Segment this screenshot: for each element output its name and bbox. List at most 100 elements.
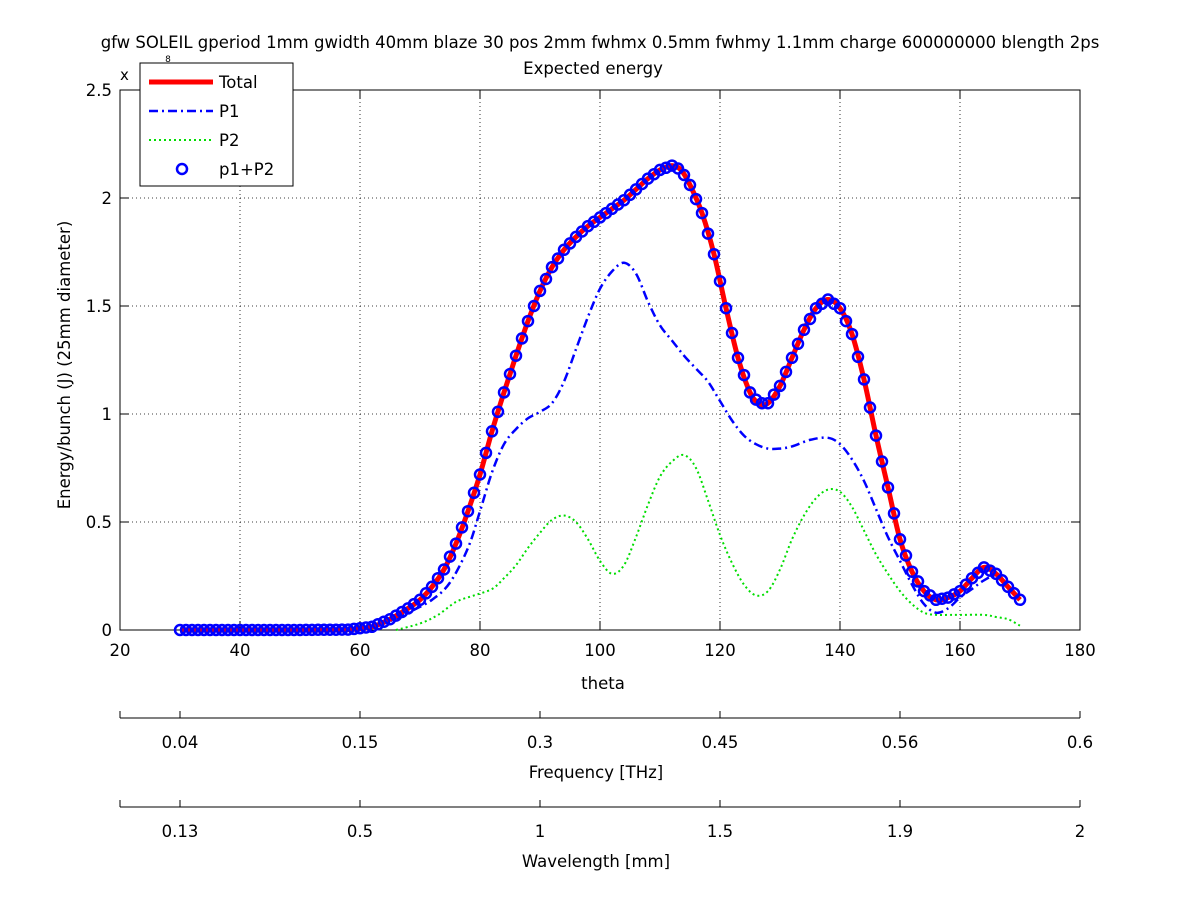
legend-p1-label: P1	[219, 102, 239, 121]
p1p2-marker	[365, 620, 379, 634]
p1p2-marker	[767, 388, 781, 401]
p1p2-marker	[533, 284, 547, 298]
x-tick-label: 80	[470, 641, 491, 660]
x-axis-label: theta	[581, 674, 625, 693]
p1p2-marker	[881, 481, 895, 494]
frequency-tick-label: 0.3	[527, 733, 553, 752]
p1p2-marker	[281, 623, 295, 637]
p1p2-marker	[431, 571, 445, 585]
p1p2-marker	[515, 332, 529, 345]
p1p2-marker	[935, 592, 949, 605]
x-tick-label: 120	[704, 641, 736, 660]
p1p2-marker	[443, 550, 457, 563]
x-tick-label: 60	[350, 641, 371, 660]
legend-p2-label: P2	[219, 131, 239, 150]
p1p2-marker	[845, 327, 859, 341]
p1p2-marker	[677, 168, 691, 182]
p1p2-marker	[983, 564, 997, 577]
chart-title: gfw SOLEIL gperiod 1mm gwidth 40mm blaze…	[101, 33, 1100, 52]
p1p2-marker	[521, 314, 535, 328]
frequency-tick-label: 0.56	[882, 733, 919, 752]
p1p2-marker	[191, 623, 205, 637]
p1p2-marker	[203, 623, 217, 637]
frequency-axis-label: Frequency [THz]	[529, 763, 664, 782]
p1p2-marker	[851, 350, 865, 364]
p1p2-marker	[449, 537, 463, 550]
p1p2-marker	[1013, 593, 1027, 607]
x-tick-label: 180	[1064, 641, 1096, 660]
p1p2-marker	[911, 575, 925, 588]
y-tick-label: 0.5	[86, 513, 112, 532]
wavelength-tick-label: 1	[535, 822, 546, 841]
p1p2-marker	[239, 623, 253, 637]
x-tick-label: 100	[584, 641, 616, 660]
p1p2-marker	[293, 623, 307, 637]
x-tick-label: 160	[944, 641, 976, 660]
p1p2-marker	[275, 623, 289, 637]
y-multiplier-label: x	[120, 66, 129, 84]
p1p2-marker	[185, 623, 199, 637]
p1p2-marker	[359, 621, 373, 634]
p1p2-marker	[497, 386, 511, 399]
y-tick-label: 2	[102, 189, 113, 208]
p1p2-marker	[839, 314, 853, 328]
wavelength-axis-label: Wavelength [mm]	[522, 852, 670, 871]
p1p2-marker	[329, 623, 343, 636]
x-tick-label: 140	[824, 641, 856, 660]
p1p2-marker	[311, 623, 325, 637]
p1p2-marker	[689, 192, 703, 206]
p1p2-marker	[437, 563, 451, 576]
p1p2-marker	[173, 623, 187, 637]
p1p2-marker	[305, 623, 319, 637]
p1p2-marker	[263, 623, 277, 637]
legend-p1p2-label: p1+P2	[219, 160, 274, 179]
p1p2-marker	[857, 373, 871, 386]
wavelength-tick-label: 1.9	[887, 822, 913, 841]
p1p2-marker	[725, 326, 739, 340]
p1p2-marker	[287, 623, 301, 637]
p1p2-marker	[197, 623, 211, 637]
p1p2-marker	[755, 396, 769, 410]
legend: Total P1 P2 p1+P2	[139, 62, 294, 187]
p1p2-marker	[863, 401, 877, 414]
p1p2-marker	[251, 623, 265, 637]
frequency-tick-label: 0.15	[342, 733, 379, 752]
p1p2-marker	[509, 349, 523, 362]
p1p2-marker	[341, 623, 355, 636]
x-tick-label: 40	[230, 641, 251, 660]
p1p2-marker	[737, 368, 751, 382]
p1p2-marker	[467, 486, 481, 500]
p1p2-marker	[479, 446, 493, 460]
frequency-tick-label: 0.45	[702, 733, 739, 752]
p1p2-marker	[833, 301, 847, 315]
p1p2-marker	[221, 623, 235, 637]
p1p2-marker	[371, 617, 385, 631]
p1p2-marker	[941, 591, 955, 604]
p1p2-marker	[545, 260, 559, 274]
p1p2-marker	[461, 504, 475, 518]
p1p2-marker	[425, 580, 439, 594]
p1p2-marker	[731, 351, 745, 365]
p1p2-marker	[977, 561, 991, 574]
wavelength-tick-label: 0.5	[347, 822, 373, 841]
p1p2-marker	[179, 623, 193, 637]
p1p2-marker	[473, 468, 487, 481]
p1p2-marker	[719, 301, 733, 315]
y-tick-label: 1.5	[86, 297, 112, 316]
grid-lines	[120, 90, 1080, 630]
p1p2-marker	[683, 178, 697, 192]
y-exponent-label: 8	[165, 55, 171, 65]
p1p2-marker	[503, 367, 517, 381]
wavelength-tick-label: 1.5	[707, 822, 733, 841]
p1p2-marker	[347, 622, 361, 636]
p1p2-marker	[899, 549, 913, 562]
p1p2-marker	[539, 272, 553, 286]
p1p2-marker	[707, 247, 721, 261]
p1p2-marker	[701, 227, 715, 240]
series-p1p2-markers	[173, 159, 1027, 637]
legend-p1p2-swatch	[175, 162, 189, 176]
p1p2-marker	[353, 621, 367, 635]
p1p2-marker	[233, 623, 247, 637]
x-tick-label: 20	[110, 641, 131, 660]
